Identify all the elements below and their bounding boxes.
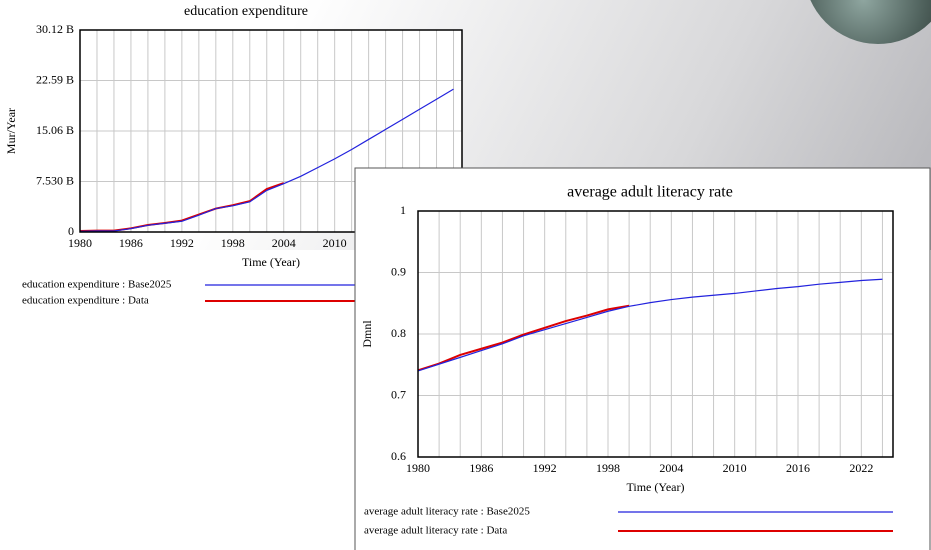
series-line (417, 278, 883, 372)
x-axis-label: Time (Year) (626, 480, 684, 494)
x-tick-label: 1980 (406, 461, 430, 475)
x-tick-label: 1998 (596, 461, 620, 475)
y-axis-label: Dmnl (360, 320, 374, 348)
y-tick-label: 0.7 (391, 387, 406, 401)
y-tick-label: 0.6 (391, 449, 406, 463)
legend-label: education expenditure : Base2025 (22, 279, 172, 291)
y-tick-label: 15.06 B (36, 123, 74, 137)
plot-frame (417, 210, 894, 458)
chart-title: education expenditure (184, 4, 308, 19)
chart-title: average adult literacy rate (567, 184, 733, 201)
x-tick-label: 2004 (272, 236, 296, 250)
x-tick-label: 2016 (786, 461, 810, 475)
y-tick-label: 7.530 B (36, 173, 74, 187)
x-tick-label: 2010 (323, 236, 347, 250)
x-tick-label: 1998 (221, 236, 245, 250)
x-tick-label: 1986 (119, 236, 143, 250)
x-tick-label: 2010 (723, 461, 747, 475)
x-tick-label: 1992 (533, 461, 557, 475)
y-tick-label: 30.12 B (36, 22, 74, 36)
x-tick-label: 1980 (68, 236, 92, 250)
y-tick-label: 0 (68, 224, 74, 238)
x-tick-label: 1986 (469, 461, 493, 475)
y-tick-label: 1 (400, 203, 406, 217)
legend-label: average adult literacy rate : Data (364, 525, 507, 537)
y-axis-label: Mur/Year (4, 108, 18, 154)
legend-label: education expenditure : Data (22, 295, 149, 307)
y-tick-label: 0.8 (391, 326, 406, 340)
x-tick-label: 2022 (849, 461, 873, 475)
globe-decoration (810, 0, 931, 44)
x-tick-label: 2004 (659, 461, 683, 475)
x-tick-label: 1992 (170, 236, 194, 250)
y-tick-label: 0.9 (391, 264, 406, 278)
legend-label: average adult literacy rate : Base2025 (364, 506, 530, 518)
y-tick-label: 22.59 B (36, 72, 74, 86)
plot-frame (79, 29, 463, 233)
x-axis-label: Time (Year) (242, 255, 300, 269)
series-line (79, 88, 454, 232)
series-line (417, 304, 630, 372)
